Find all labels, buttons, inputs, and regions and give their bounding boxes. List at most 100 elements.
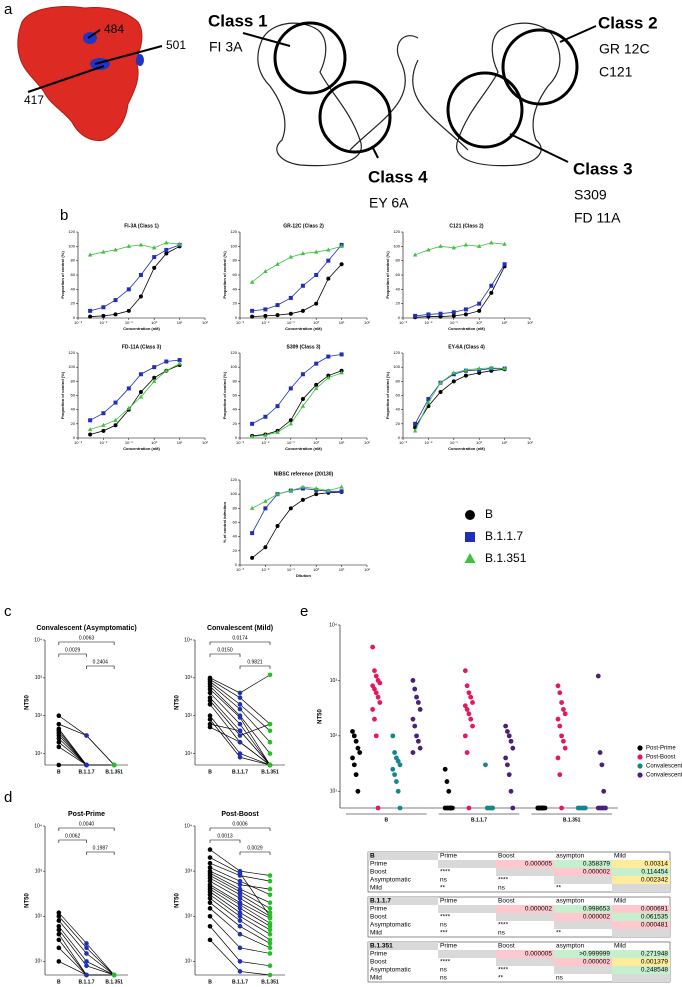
p-value: 0.9821 (247, 659, 263, 665)
point (506, 733, 512, 739)
marker (88, 418, 93, 423)
table-cell (496, 950, 554, 958)
marker (339, 243, 344, 248)
point (84, 941, 89, 946)
point (415, 738, 421, 744)
point (355, 745, 361, 751)
point (483, 762, 488, 768)
x-tick-label: 10⁰ (313, 440, 319, 445)
x-tick-label: B (208, 769, 212, 775)
y-tick-label: 10² (330, 733, 338, 739)
y-tick-label: 100 (393, 243, 400, 248)
series-line (251, 486, 342, 509)
comparison-bracket (239, 851, 271, 855)
marker (88, 432, 93, 437)
y-tick-label: 60 (233, 520, 238, 525)
point (557, 723, 563, 729)
point (462, 703, 468, 709)
point (207, 896, 213, 901)
y-tick-label: 60 (396, 393, 401, 398)
x-tick-label: 10⁻³ (236, 567, 245, 572)
legend-label: Post-Prime (646, 746, 676, 752)
point (207, 717, 213, 722)
point (237, 918, 243, 923)
y-tick-label: 120 (393, 229, 400, 234)
p-value: 0.1987 (93, 845, 109, 851)
marker (314, 492, 319, 497)
table-cell (554, 921, 612, 929)
point (417, 707, 423, 712)
marker (263, 545, 268, 550)
chart-title: FD-11A (Class 3) (122, 344, 162, 350)
marker (288, 418, 293, 423)
p-value: 0.0006 (232, 821, 248, 827)
table-value: 0.001379 (641, 959, 668, 966)
table-cell (612, 921, 670, 929)
row-label: Boost (370, 914, 387, 921)
point (357, 750, 363, 755)
series-line (415, 264, 505, 317)
point (56, 959, 62, 964)
point (267, 972, 273, 978)
series-line (415, 266, 505, 318)
point (468, 716, 474, 722)
marker (126, 405, 131, 410)
point (267, 739, 273, 745)
table-cell (554, 950, 612, 958)
point (555, 683, 561, 689)
table-cell (496, 860, 554, 868)
marker (300, 397, 305, 402)
y-tick-label: 120 (68, 229, 75, 234)
table-value: 0.358379 (583, 861, 610, 868)
x-tick-label: 10⁻¹ (287, 567, 296, 572)
table-cell (612, 884, 670, 892)
point (237, 910, 243, 916)
protein-surface (17, 6, 163, 142)
marker (113, 417, 118, 422)
x-tick-label: B.1.351 (563, 817, 581, 823)
x-tick-label: 10² (364, 567, 370, 572)
point (373, 690, 379, 696)
table-cell (496, 913, 554, 921)
class-name: Class 4 (368, 167, 428, 186)
marker (113, 400, 118, 405)
point (503, 755, 509, 761)
point (353, 772, 359, 778)
point (237, 751, 243, 756)
series-line (252, 263, 342, 317)
marker (502, 366, 507, 371)
p-value: 0.2404 (93, 659, 109, 665)
comparison-bracket (58, 827, 115, 831)
point (207, 698, 213, 703)
antibody-name: C121 (599, 64, 633, 80)
point (510, 805, 516, 811)
epitope-circle (318, 80, 392, 154)
marker (288, 488, 293, 493)
x-tick-label: 10⁻³ (236, 320, 245, 325)
row-label: Asymptomatic (370, 877, 412, 884)
x-tick-label: 10⁻¹ (287, 440, 296, 445)
p-value: 0.0029 (247, 845, 263, 851)
x-tick-label: 10² (527, 320, 533, 325)
x-tick-label: B.1.351 (105, 769, 123, 775)
marker (275, 524, 280, 529)
point (410, 678, 416, 683)
comparison-bracket (209, 839, 241, 843)
point (267, 886, 273, 892)
point (444, 779, 450, 784)
y-axis-label: NT50 (175, 893, 181, 908)
y-tick-label: 20 (233, 421, 238, 426)
point (56, 910, 62, 916)
subject-line (209, 674, 271, 694)
legend-marker (637, 745, 643, 751)
marker (263, 432, 268, 437)
x-axis-label: Concentration (nM) (448, 326, 485, 331)
marker (138, 372, 143, 377)
chart-title: Convalescent (Mild) (207, 625, 273, 632)
y-axis-label: Proportion of control (%) (385, 251, 390, 299)
table-value: **** (440, 914, 451, 921)
point (267, 931, 273, 937)
x-tick-label: 10⁰ (476, 440, 482, 445)
chart-title: C121 (Class 2) (449, 223, 484, 229)
marker (249, 505, 255, 510)
